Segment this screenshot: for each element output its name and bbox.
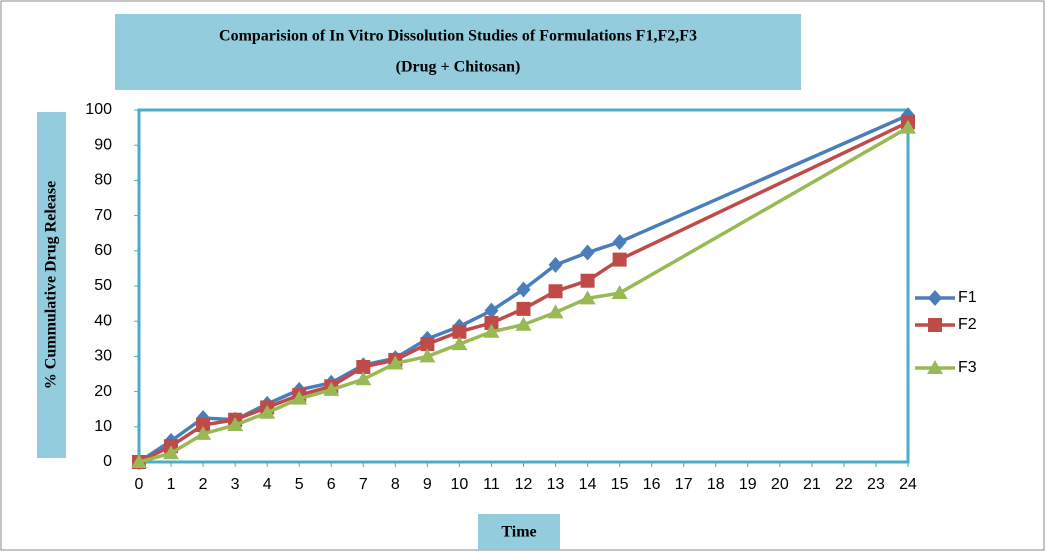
chart-title: (Drug + Chitosan) [396, 59, 521, 76]
marker [451, 336, 468, 351]
y-tick-label: 70 [94, 207, 112, 224]
x-tick-label: 4 [263, 476, 272, 493]
x-tick-label: 21 [803, 476, 821, 493]
x-tick-label: 20 [771, 476, 789, 493]
x-tick-label: 1 [167, 476, 176, 493]
marker [484, 315, 499, 330]
y-tick-label: 0 [103, 453, 112, 470]
y-tick-label: 50 [94, 277, 112, 294]
x-tick-label: 23 [867, 476, 885, 493]
marker [163, 445, 180, 460]
marker [580, 273, 595, 288]
marker [928, 318, 942, 332]
chart-title: Comparision of In Vitro Dissolution Stud… [219, 28, 697, 45]
x-tick-label: 7 [359, 476, 368, 493]
y-tick-label: 80 [94, 172, 112, 189]
marker [227, 417, 244, 432]
legend-label: F1 [958, 289, 977, 306]
marker [419, 348, 436, 363]
x-tick-label: 11 [483, 476, 500, 493]
legend-label: F3 [958, 359, 977, 376]
marker [548, 284, 563, 299]
marker [323, 381, 340, 396]
x-tick-label: 10 [451, 476, 469, 493]
marker [483, 323, 500, 338]
x-tick-label: 15 [611, 476, 629, 493]
x-tick-label: 12 [515, 476, 533, 493]
marker [259, 404, 276, 419]
y-tick-label: 90 [94, 136, 112, 153]
y-tick-label: 40 [94, 312, 112, 329]
x-tick-label: 2 [199, 476, 208, 493]
x-label-box [478, 514, 560, 550]
marker [420, 337, 435, 352]
x-tick-label: 8 [391, 476, 400, 493]
x-tick-label: 13 [547, 476, 565, 493]
y-tick-label: 20 [94, 383, 112, 400]
marker [484, 302, 499, 319]
marker [515, 316, 532, 331]
x-tick-label: 22 [835, 476, 853, 493]
x-tick-label: 3 [231, 476, 240, 493]
marker [928, 290, 942, 306]
marker [516, 281, 531, 298]
marker [612, 252, 627, 267]
marker [547, 304, 564, 319]
y-tick-label: 60 [94, 242, 112, 259]
marker [611, 285, 628, 300]
x-tick-label: 9 [423, 476, 432, 493]
marker [927, 360, 943, 374]
marker [355, 371, 372, 386]
marker [195, 425, 212, 440]
x-tick-label: 0 [135, 476, 144, 493]
x-tick-label: 24 [899, 476, 917, 493]
marker [452, 324, 467, 339]
x-tick-label: 6 [327, 476, 336, 493]
marker [356, 359, 371, 374]
x-tick-label: 14 [579, 476, 597, 493]
x-axis-label: Time [501, 524, 536, 541]
y-tick-label: 30 [94, 348, 112, 365]
y-tick-label: 100 [85, 101, 112, 118]
marker [548, 256, 563, 273]
y-tick-label: 10 [94, 418, 112, 435]
x-tick-label: 19 [739, 476, 757, 493]
y-label-box [37, 112, 66, 458]
marker [387, 355, 404, 370]
marker [131, 454, 147, 468]
marker [900, 119, 916, 134]
legend-label: F2 [958, 316, 977, 333]
title-box [115, 14, 801, 90]
y-axis-label: % Cummulative Drug Release [43, 181, 60, 389]
marker [579, 290, 596, 305]
x-tick-label: 17 [675, 476, 693, 493]
marker [291, 390, 308, 405]
marker [196, 418, 211, 433]
x-tick-label: 5 [295, 476, 304, 493]
marker [612, 234, 627, 250]
x-tick-label: 18 [707, 476, 725, 493]
x-tick-label: 16 [643, 476, 661, 493]
marker [516, 301, 531, 316]
marker [580, 244, 595, 261]
